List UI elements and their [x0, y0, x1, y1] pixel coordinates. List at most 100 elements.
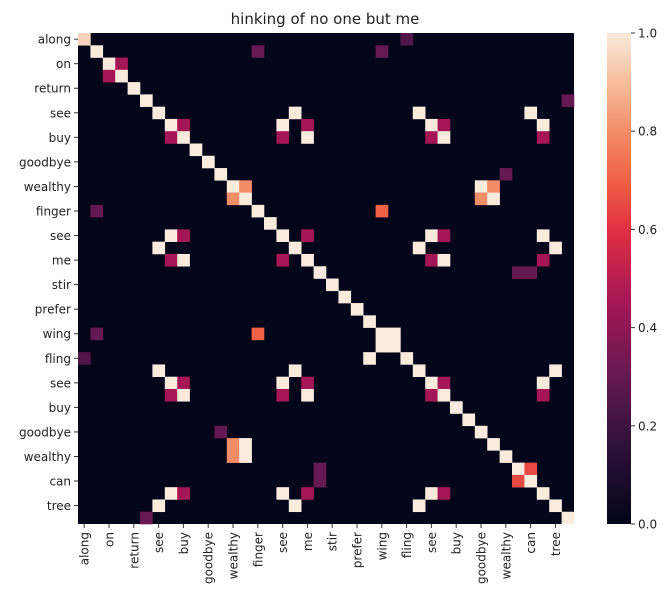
heatmap-cell	[177, 131, 190, 144]
heatmap-cell	[512, 462, 525, 476]
heatmap-cell	[524, 474, 538, 488]
heatmap-cell	[152, 241, 166, 255]
heatmap-cell	[239, 192, 252, 206]
heatmap-cell	[276, 131, 290, 144]
heatmap-cell	[536, 253, 550, 267]
chart-title: hinking of no one but me	[231, 10, 420, 28]
heatmap-cell	[164, 229, 178, 242]
heatmap-cell	[177, 376, 190, 390]
heatmap-cell	[512, 474, 525, 488]
heatmap-cell	[474, 192, 488, 206]
heatmap-cell	[425, 131, 438, 144]
x-tick-label: me	[301, 532, 315, 551]
heatmap-cell	[90, 45, 104, 58]
heatmap-cell	[536, 487, 550, 500]
heatmap-cell	[425, 253, 438, 267]
x-tick-label: wealthy	[227, 532, 241, 579]
heatmap-cell	[189, 143, 203, 157]
heatmap-cell	[499, 168, 513, 181]
heatmap-cell	[313, 266, 327, 279]
y-tick-label: goodbye	[19, 425, 71, 439]
heatmap-cell	[102, 69, 116, 83]
colorbar-tick-label: 0.8	[638, 125, 657, 139]
heatmap-cell	[524, 462, 538, 476]
colorbar-tick-label: 0.0	[638, 518, 657, 532]
x-tick-label: see	[276, 532, 290, 553]
x-tick-label: wealthy	[499, 532, 513, 579]
y-tick-label: me	[52, 254, 71, 268]
heatmap-cell	[301, 487, 314, 500]
heatmap-cell	[301, 118, 314, 132]
heatmap-cell	[226, 438, 240, 451]
heatmap-cell	[115, 69, 128, 83]
heatmap-cell	[388, 339, 401, 353]
heatmap-cell	[375, 339, 389, 353]
heatmap-cell	[474, 425, 488, 439]
heatmap-cell	[375, 327, 389, 341]
x-tick-label: wing	[375, 532, 389, 560]
heatmap-cell	[239, 180, 252, 193]
heatmap-cell	[152, 499, 166, 513]
heatmap-cell	[214, 425, 228, 439]
heatmap-cell	[226, 192, 240, 206]
y-tick-label: return	[34, 82, 71, 96]
y-tick-label: stir	[52, 278, 71, 292]
heatmap-cell	[102, 57, 116, 71]
heatmap-cell	[375, 204, 389, 218]
heatmap-cell	[425, 388, 438, 402]
heatmap-cell	[524, 266, 538, 279]
x-tick-label: prefer	[351, 532, 365, 568]
heatmap-cell	[313, 474, 327, 488]
y-tick-label: buy	[49, 401, 71, 415]
x-tick-label: on	[103, 532, 117, 547]
heatmap-cell	[400, 352, 414, 365]
heatmap-cell	[288, 106, 302, 120]
x-axis: along on return see buy goodbye wealthy finger s…	[78, 524, 563, 584]
x-tick-label: tree	[549, 532, 563, 556]
heatmap-cell	[276, 229, 290, 242]
heatmap-cell	[239, 438, 252, 451]
heatmap-cell	[561, 511, 575, 525]
heatmap-cell	[499, 450, 513, 463]
heatmap-cell	[276, 253, 290, 267]
x-tick-label: along	[78, 532, 92, 565]
heatmap-cell	[524, 106, 538, 120]
heatmap-cell	[140, 94, 153, 107]
colorbar-tick-label: 0.2	[638, 419, 657, 433]
x-tick-label: see	[152, 532, 166, 553]
heatmap-cell	[301, 388, 314, 402]
x-tick-label: buy	[450, 532, 464, 554]
heatmap-cell	[301, 253, 314, 267]
heatmap-cell	[276, 388, 290, 402]
heatmap-cell	[536, 376, 550, 390]
heatmap-cell	[462, 413, 476, 427]
heatmap-cell	[276, 487, 290, 500]
heatmap-cell	[226, 180, 240, 193]
colorbar-gradient	[607, 33, 631, 524]
heatmap-cell	[177, 118, 190, 132]
heatmap-cell	[388, 327, 401, 341]
heatmap-cell	[487, 438, 500, 451]
heatmap-cell	[437, 376, 451, 390]
heatmap-cell	[313, 462, 327, 476]
heatmap-cell	[301, 229, 314, 242]
heatmap-cell	[474, 180, 488, 193]
heatmap-cell	[450, 401, 463, 414]
heatmap-cell	[251, 204, 265, 218]
heatmap-cell	[226, 450, 240, 463]
colorbar-tick-label: 1.0	[638, 27, 657, 41]
heatmap-cell	[251, 327, 265, 341]
colorbar-tick-label: 0.6	[638, 223, 657, 237]
y-tick-label: along	[38, 33, 71, 47]
y-tick-label: fling	[45, 352, 71, 366]
x-tick-label: fling	[400, 532, 414, 558]
heatmap-cell	[425, 229, 438, 242]
heatmap-cell	[437, 229, 451, 242]
x-tick-label: goodbye	[202, 532, 216, 584]
heatmap-cell	[301, 376, 314, 390]
y-tick-label: wealthy	[24, 450, 71, 464]
heatmap-cell	[164, 253, 178, 267]
colorbar-tick-label: 0.4	[638, 321, 657, 335]
heatmap-cell	[164, 487, 178, 500]
heatmap-cell	[412, 499, 426, 513]
